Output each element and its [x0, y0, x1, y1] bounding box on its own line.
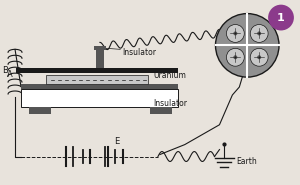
Text: E: E [114, 137, 119, 146]
Text: Earth: Earth [236, 157, 257, 166]
Circle shape [268, 5, 294, 31]
Bar [150, 107, 172, 114]
Bar [96, 50, 104, 68]
Circle shape [233, 55, 237, 59]
Circle shape [257, 31, 261, 36]
Bar [21, 84, 178, 89]
Bar [46, 75, 148, 84]
Circle shape [226, 25, 244, 42]
Bar [16, 68, 178, 73]
Bar [94, 46, 106, 50]
Circle shape [226, 48, 244, 66]
Text: Insulator: Insulator [122, 48, 156, 57]
Circle shape [257, 55, 261, 59]
Bar [21, 89, 178, 107]
Circle shape [250, 48, 268, 66]
Circle shape [233, 31, 237, 36]
Text: A: A [7, 70, 13, 79]
Circle shape [250, 25, 268, 42]
Circle shape [215, 14, 279, 77]
Text: Uranium: Uranium [153, 71, 186, 80]
Bar [29, 107, 51, 114]
Text: B: B [2, 66, 8, 75]
Text: 1: 1 [277, 13, 285, 23]
Text: Insulator: Insulator [153, 99, 187, 108]
